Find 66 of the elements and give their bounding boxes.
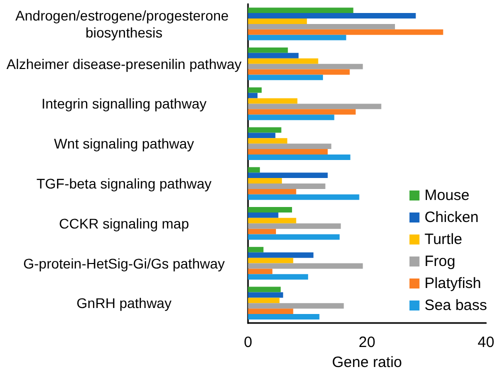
bar: [248, 52, 299, 58]
bar: [248, 167, 260, 173]
x-axis-title: Gene ratio: [332, 354, 402, 371]
bar: [248, 246, 264, 252]
bar: [248, 87, 262, 93]
legend-label: Turtle: [424, 231, 462, 248]
bar: [248, 47, 288, 53]
bar: [248, 258, 294, 264]
bar: [248, 178, 282, 184]
bar: [248, 212, 278, 218]
y-tick-label: Wnt signaling pathway: [54, 136, 194, 152]
y-tick-label: Androgen/estrogene/progesterone biosynthesis: [15, 7, 233, 40]
bar: [248, 183, 326, 189]
bar: [248, 132, 276, 138]
x-tick-label: 20: [358, 334, 376, 352]
bar: [248, 69, 350, 75]
bar: [248, 223, 341, 229]
legend-label: Platyfish: [424, 275, 482, 292]
bar: [248, 228, 276, 234]
legend-label: Mouse: [424, 187, 470, 204]
bar: [248, 104, 382, 110]
bar: [248, 114, 334, 120]
bar: [248, 218, 296, 224]
bar: [248, 298, 280, 304]
bar: [248, 234, 340, 240]
bar: [248, 58, 318, 64]
bar: [248, 18, 307, 24]
bar: [248, 29, 444, 35]
bar: [248, 144, 332, 150]
bar: [248, 24, 395, 30]
bar: [248, 127, 282, 133]
y-tick-label: G-protein-HetSig-Gi/Gs pathway: [23, 255, 225, 272]
x-tick-label: 40: [478, 334, 494, 352]
y-tick-label: GnRH pathway: [76, 295, 172, 312]
y-tick-label: TGF-beta signaling pathway: [36, 175, 212, 192]
bar: [248, 207, 292, 212]
bar: [248, 64, 363, 70]
bar: [248, 292, 284, 298]
bar: [248, 286, 281, 292]
bar: [248, 92, 258, 98]
bar: [248, 314, 320, 320]
bar: [248, 252, 314, 258]
bar: [248, 74, 323, 80]
bar: [248, 274, 308, 280]
bar: [248, 172, 328, 178]
bar: [248, 149, 328, 155]
bar: [248, 308, 294, 314]
bar: [248, 34, 346, 40]
legend-label: Frog: [424, 253, 456, 270]
bar: [248, 263, 363, 269]
legend-label: Chicken: [424, 209, 479, 226]
y-tick-label: CCKR signaling map: [59, 215, 190, 232]
bar: [248, 194, 360, 200]
x-tick-label: 0: [244, 334, 252, 352]
bar: [248, 109, 356, 115]
bar: [248, 268, 272, 274]
legend-label: Sea bass: [424, 297, 488, 314]
bar: [248, 138, 288, 144]
bar: [248, 303, 344, 309]
bar: [248, 188, 296, 194]
bar: [248, 13, 416, 18]
y-tick-label: Alzheimer disease-presenilin pathway: [6, 56, 242, 72]
y-tick-label: Integrin signalling pathway: [42, 96, 206, 112]
bar: [248, 154, 350, 160]
bar: [248, 98, 298, 104]
bar: [248, 8, 354, 14]
